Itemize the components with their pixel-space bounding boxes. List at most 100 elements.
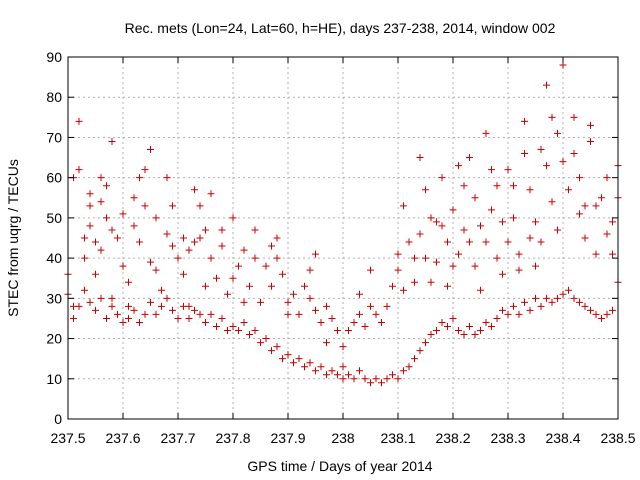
data-point <box>207 190 215 198</box>
data-point <box>284 298 292 306</box>
data-point <box>411 355 418 363</box>
x-tick-label: 237.8 <box>215 430 250 446</box>
data-point <box>466 238 473 246</box>
data-point <box>279 355 286 363</box>
data-point <box>356 290 363 298</box>
data-point <box>543 81 550 89</box>
data-point <box>152 310 160 318</box>
data-point <box>334 371 341 379</box>
data-point <box>92 238 99 246</box>
data-point <box>108 137 116 145</box>
data-point <box>367 302 374 310</box>
data-point <box>576 210 583 218</box>
data-point <box>70 314 77 322</box>
data-point <box>499 306 506 314</box>
data-point <box>97 246 105 254</box>
data-point <box>130 306 138 314</box>
data-point <box>477 222 484 230</box>
data-point <box>449 314 457 322</box>
data-point <box>400 367 407 375</box>
data-point <box>152 214 160 222</box>
data-point <box>350 318 358 326</box>
data-point <box>526 306 534 314</box>
data-point <box>169 202 176 210</box>
data-point <box>493 182 501 190</box>
data-point <box>141 202 149 210</box>
data-point <box>257 339 264 347</box>
data-point <box>328 314 336 322</box>
y-tick-label: 80 <box>46 89 62 105</box>
data-point <box>548 113 556 121</box>
data-point <box>383 302 391 310</box>
data-point <box>147 298 154 306</box>
data-point <box>378 379 385 387</box>
data-point <box>455 327 462 335</box>
data-point <box>554 294 561 302</box>
data-point <box>438 222 446 230</box>
y-tick-label: 50 <box>46 210 62 226</box>
data-point <box>438 174 446 182</box>
data-point <box>180 302 187 310</box>
data-point <box>130 222 138 230</box>
data-point <box>460 226 468 234</box>
data-point <box>477 327 484 335</box>
x-tick-label: 237.5 <box>50 430 85 446</box>
data-point <box>301 363 308 371</box>
data-point <box>345 371 352 379</box>
data-point <box>75 302 83 310</box>
data-point <box>339 375 347 383</box>
data-point <box>81 234 88 242</box>
data-point <box>257 298 264 306</box>
data-point <box>609 218 616 226</box>
data-point <box>103 214 110 222</box>
data-point <box>229 322 237 330</box>
data-point <box>229 214 237 222</box>
data-point <box>400 286 407 294</box>
data-point <box>537 302 545 310</box>
data-point <box>284 351 292 359</box>
data-point <box>570 150 578 158</box>
data-point <box>361 375 369 383</box>
data-point <box>125 278 132 286</box>
data-point <box>174 314 182 322</box>
data-point <box>521 150 528 158</box>
data-point <box>251 226 259 234</box>
data-point <box>603 310 611 318</box>
data-point <box>482 238 490 246</box>
data-point <box>427 278 435 286</box>
data-point <box>482 129 490 137</box>
data-point <box>532 262 539 270</box>
data-point <box>444 322 451 330</box>
data-point <box>273 234 281 242</box>
data-point <box>471 262 479 270</box>
data-point <box>108 226 116 234</box>
data-point <box>576 298 583 306</box>
data-point <box>570 294 578 302</box>
data-point <box>246 282 253 290</box>
data-point <box>86 202 94 210</box>
data-point <box>147 146 154 154</box>
data-point <box>169 242 176 250</box>
data-point <box>526 186 534 194</box>
data-point <box>427 214 435 222</box>
data-point <box>345 327 352 335</box>
data-point <box>339 343 347 351</box>
data-point <box>581 302 589 310</box>
data-point <box>103 182 110 190</box>
data-point <box>356 310 363 318</box>
data-point <box>306 266 314 274</box>
data-point <box>81 286 88 294</box>
data-point <box>543 162 550 170</box>
x-tick-label: 238.5 <box>600 430 635 446</box>
data-point <box>81 254 88 262</box>
x-tick-label: 237.7 <box>160 430 195 446</box>
data-point <box>273 343 281 351</box>
data-point <box>592 202 600 210</box>
data-point <box>570 113 578 121</box>
data-point <box>290 290 297 298</box>
data-point <box>328 367 336 375</box>
data-point <box>433 218 440 226</box>
data-point <box>587 137 594 145</box>
y-tick-label: 30 <box>46 290 62 306</box>
data-point <box>488 206 495 214</box>
